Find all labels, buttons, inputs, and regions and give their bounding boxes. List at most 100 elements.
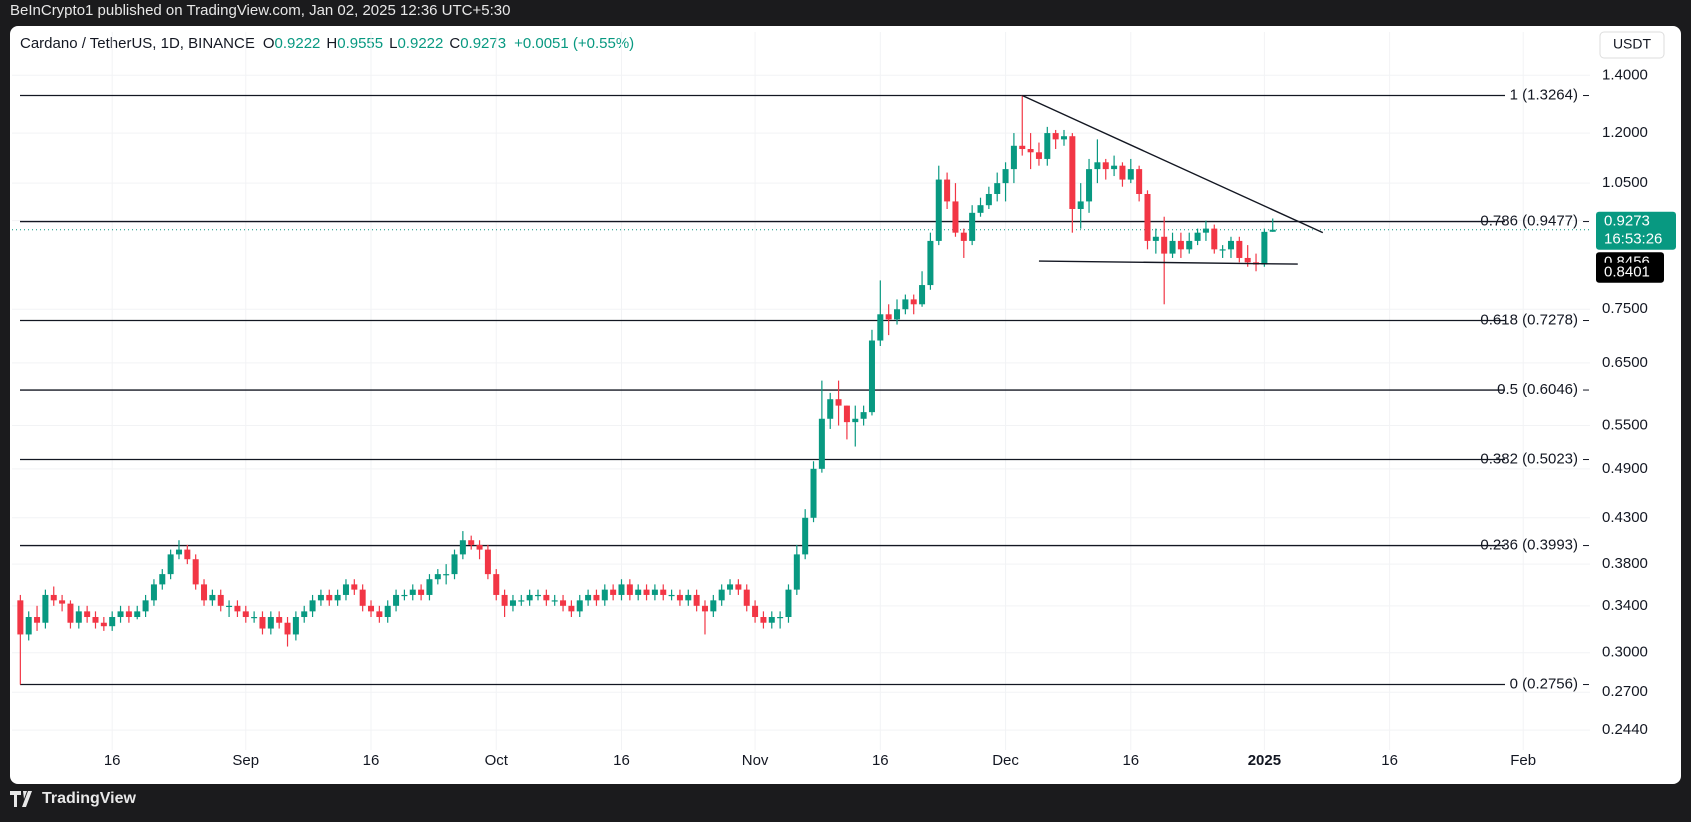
candle-body <box>201 584 208 601</box>
candle-body <box>1019 145 1026 150</box>
candle-body <box>585 594 592 601</box>
candle-body <box>226 605 233 608</box>
candle-body <box>1211 228 1218 250</box>
candle-body <box>209 594 216 601</box>
candle-body <box>301 611 308 618</box>
x-tick-label: Oct <box>485 752 509 769</box>
candle-body <box>368 605 375 612</box>
legend-value: 0.9222 <box>397 35 443 52</box>
candle-body <box>1177 240 1184 250</box>
candle-body <box>994 183 1001 194</box>
candle-body <box>643 589 650 595</box>
legend-value: 0.9555 <box>337 35 383 52</box>
trendline <box>1021 94 1324 234</box>
legend-value: 0.9273 <box>460 35 506 52</box>
candle-body <box>509 600 516 606</box>
y-tick-label: 0.3800 <box>1602 555 1648 572</box>
candle-body <box>1111 165 1118 170</box>
candle-body <box>1161 236 1168 254</box>
candle-body <box>727 584 734 590</box>
candle-body <box>710 600 717 612</box>
candle-body <box>1186 240 1193 250</box>
candle-body <box>184 549 191 560</box>
candle-body <box>635 589 642 595</box>
candle-body <box>276 617 283 623</box>
candle-body <box>601 589 608 601</box>
candle-body <box>568 605 575 612</box>
fib-label: 0 (0.2756) <box>1510 676 1578 693</box>
x-tick-label: Feb <box>1510 752 1536 769</box>
candle-body <box>1002 169 1009 184</box>
candle-body <box>167 554 174 575</box>
candle-body <box>944 179 951 202</box>
candle-body <box>1136 169 1143 194</box>
candle-body <box>977 205 984 213</box>
candle-body <box>868 340 875 413</box>
candle-body <box>902 299 909 310</box>
candle-body <box>894 309 901 320</box>
candle-body <box>785 589 792 618</box>
y-tick-label: 1.0500 <box>1602 174 1648 191</box>
candle-body <box>935 179 942 241</box>
candle-body <box>1152 236 1159 241</box>
candle-body <box>576 600 583 612</box>
candle-body <box>59 600 66 604</box>
candle-body <box>142 600 149 612</box>
footer-brand: TradingView <box>42 790 136 807</box>
candle-body <box>1202 228 1209 233</box>
candle-body <box>610 589 617 595</box>
y-tick-label: 0.3000 <box>1602 644 1648 661</box>
last-price-box <box>1596 211 1676 250</box>
unit-label: USDT <box>1613 36 1652 52</box>
candle-body <box>1102 162 1109 170</box>
candle-body <box>409 589 416 595</box>
candle-body <box>1086 169 1093 202</box>
fib-label: 0.5 (0.6046) <box>1497 381 1578 398</box>
candle-body <box>401 594 408 597</box>
legend-title: Cardano / TetherUS, 1D, BINANCE <box>20 35 255 52</box>
candle-body <box>75 611 82 623</box>
y-tick-label: 0.7500 <box>1602 300 1648 317</box>
candle-body <box>284 622 291 635</box>
candle-body <box>25 617 32 635</box>
candle-body <box>1069 136 1076 209</box>
candle-body <box>109 617 116 627</box>
x-tick-label: 16 <box>872 752 889 769</box>
candle-body <box>334 594 341 601</box>
candle-body <box>34 617 41 623</box>
candle-body <box>443 574 450 576</box>
ohlc-legend: Cardano / TetherUS, 1D, BINANCE O0.9222 H0… <box>20 35 634 52</box>
candle-body <box>852 418 859 423</box>
fib-label: 0.786 (0.9477) <box>1480 213 1578 230</box>
candle-body <box>593 594 600 601</box>
candle-body <box>685 594 692 601</box>
candle-body <box>1010 145 1017 170</box>
candle-body <box>701 605 708 612</box>
candle-body <box>393 594 400 606</box>
candle-body <box>1060 136 1068 140</box>
candle-body <box>192 559 199 585</box>
y-tick-label: 0.2700 <box>1602 683 1648 700</box>
candle-body <box>518 600 525 602</box>
candle-body <box>376 611 383 618</box>
candle-body <box>159 574 166 585</box>
candle-body <box>326 594 333 601</box>
candle-body <box>1169 240 1176 254</box>
candle-body <box>1035 152 1042 159</box>
candle-body <box>960 232 967 241</box>
candle-body <box>426 579 433 595</box>
candle-body <box>317 594 324 601</box>
candle-body <box>418 589 425 595</box>
y-tick-label: 0.6500 <box>1602 354 1648 371</box>
candle-body <box>501 594 508 606</box>
candle-body <box>910 299 917 305</box>
candle-body <box>459 540 466 555</box>
candle-body <box>810 468 817 518</box>
fib-label: 1 (1.3264) <box>1510 86 1578 103</box>
fib-label: 0.236 (0.3993) <box>1480 537 1578 554</box>
y-tick-label: 0.2440 <box>1602 721 1648 738</box>
trendline <box>1038 260 1298 265</box>
footer: TradingView <box>10 790 136 808</box>
